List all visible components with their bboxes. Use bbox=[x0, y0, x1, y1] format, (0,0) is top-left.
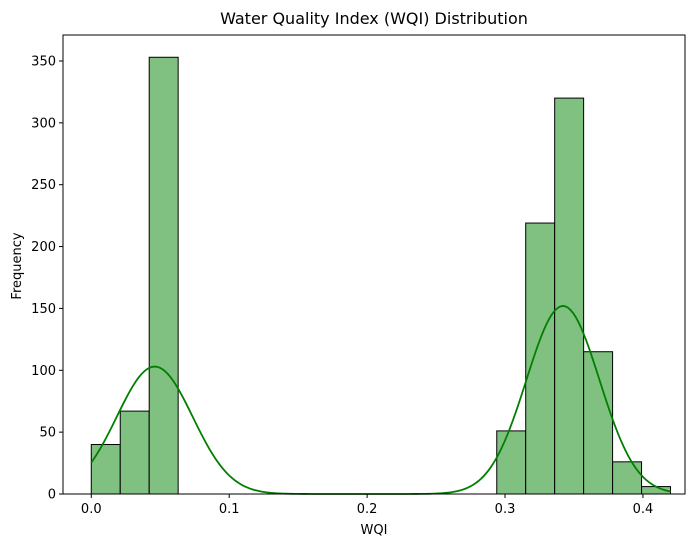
histogram-bar bbox=[496, 430, 527, 495]
x-axis-ticks: 0.0 0.1 0.2 0.3 0.4 bbox=[81, 494, 653, 517]
y-axis-label: Frequency bbox=[10, 232, 25, 299]
x-tick-label: 0.0 bbox=[81, 502, 102, 517]
chart-title: Water Quality Index (WQI) Distribution bbox=[220, 9, 528, 28]
axes bbox=[62, 34, 686, 495]
x-tick-label: 0.2 bbox=[357, 502, 378, 517]
y-tick-label: 100 bbox=[31, 364, 56, 379]
histogram-bars bbox=[90, 56, 672, 495]
y-tick-label: 200 bbox=[31, 240, 56, 255]
x-tick-label: 0.3 bbox=[495, 502, 516, 517]
histogram-bar bbox=[90, 444, 121, 495]
y-tick-label: 50 bbox=[39, 426, 56, 441]
y-tick-label: 300 bbox=[31, 116, 56, 131]
histogram-bar bbox=[148, 56, 179, 495]
histogram-bar bbox=[612, 461, 643, 495]
y-tick-label: 250 bbox=[31, 178, 56, 193]
histogram-bar bbox=[119, 410, 150, 495]
x-tick-label: 0.1 bbox=[219, 502, 240, 517]
x-tick-label: 0.4 bbox=[633, 502, 654, 517]
y-tick-label: 0 bbox=[48, 488, 56, 503]
x-axis-label: WQI bbox=[361, 523, 388, 538]
plot-frame bbox=[62, 34, 686, 495]
y-axis-ticks: 0 50 100 150 200 250 300 350 bbox=[31, 54, 63, 503]
histogram-bar bbox=[554, 97, 585, 495]
y-tick-label: 350 bbox=[31, 54, 56, 69]
histogram-bar bbox=[525, 222, 556, 495]
y-tick-label: 150 bbox=[31, 302, 56, 317]
